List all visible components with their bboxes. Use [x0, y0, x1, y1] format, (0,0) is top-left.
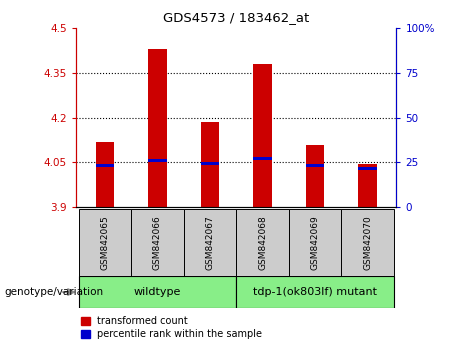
Bar	[341, 209, 394, 276]
Bar	[289, 209, 341, 276]
Bar	[254, 64, 272, 207]
Title: GDS4573 / 183462_at: GDS4573 / 183462_at	[163, 11, 309, 24]
Bar	[201, 122, 219, 207]
Bar	[358, 167, 377, 170]
Bar	[79, 209, 131, 276]
Text: GSM842065: GSM842065	[100, 215, 109, 270]
Bar	[236, 209, 289, 276]
Bar	[79, 276, 236, 308]
Legend: transformed count, percentile rank within the sample: transformed count, percentile rank withi…	[81, 316, 262, 339]
Bar	[306, 164, 324, 167]
Bar	[131, 209, 184, 276]
Text: tdp-1(ok803lf) mutant: tdp-1(ok803lf) mutant	[253, 287, 377, 297]
Bar	[358, 164, 377, 207]
Bar	[96, 164, 114, 167]
Bar	[184, 209, 236, 276]
Bar	[148, 159, 167, 162]
Bar	[306, 144, 324, 207]
Bar	[96, 142, 114, 207]
Text: wildtype: wildtype	[134, 287, 181, 297]
Text: GSM842070: GSM842070	[363, 215, 372, 270]
Text: genotype/variation: genotype/variation	[5, 287, 104, 297]
Bar	[201, 162, 219, 165]
Text: GSM842069: GSM842069	[311, 215, 319, 270]
Text: GSM842068: GSM842068	[258, 215, 267, 270]
Bar	[254, 157, 272, 160]
Text: GSM842066: GSM842066	[153, 215, 162, 270]
Bar	[148, 49, 167, 207]
Text: GSM842067: GSM842067	[206, 215, 214, 270]
Bar	[236, 276, 394, 308]
